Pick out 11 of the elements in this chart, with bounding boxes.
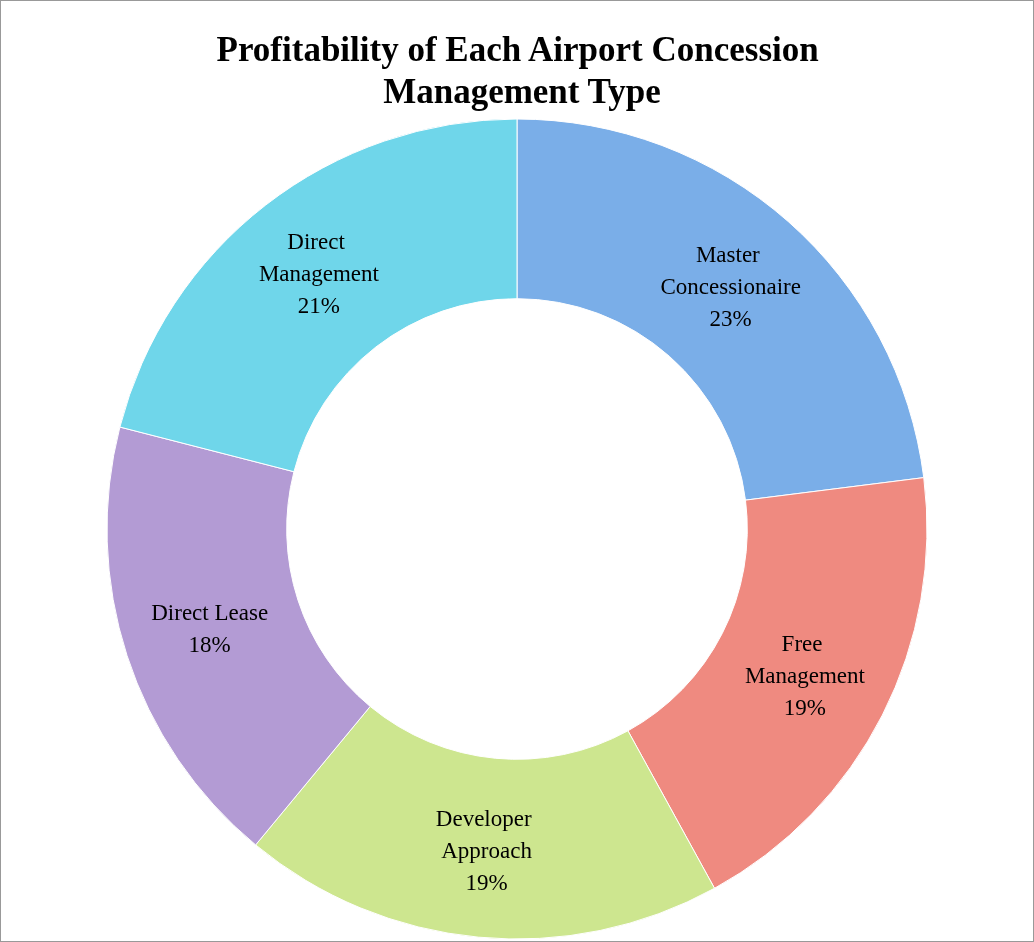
data-label: 21% (297, 293, 341, 319)
chart-title: Profitability of Each Airport Concession Management Type (216, 29, 828, 111)
slice-label: Free Management (744, 631, 866, 689)
data-label: 18% (188, 632, 231, 658)
slice-label: Developer Approach (435, 806, 538, 864)
data-label: 19% (783, 695, 827, 721)
data-label: 23% (709, 306, 752, 332)
data-label: 19% (465, 870, 508, 896)
slice-label: Master Concessionaire (660, 242, 801, 300)
slice-label: Direct Lease (151, 600, 269, 626)
slice-label: Direct Management (258, 229, 380, 287)
